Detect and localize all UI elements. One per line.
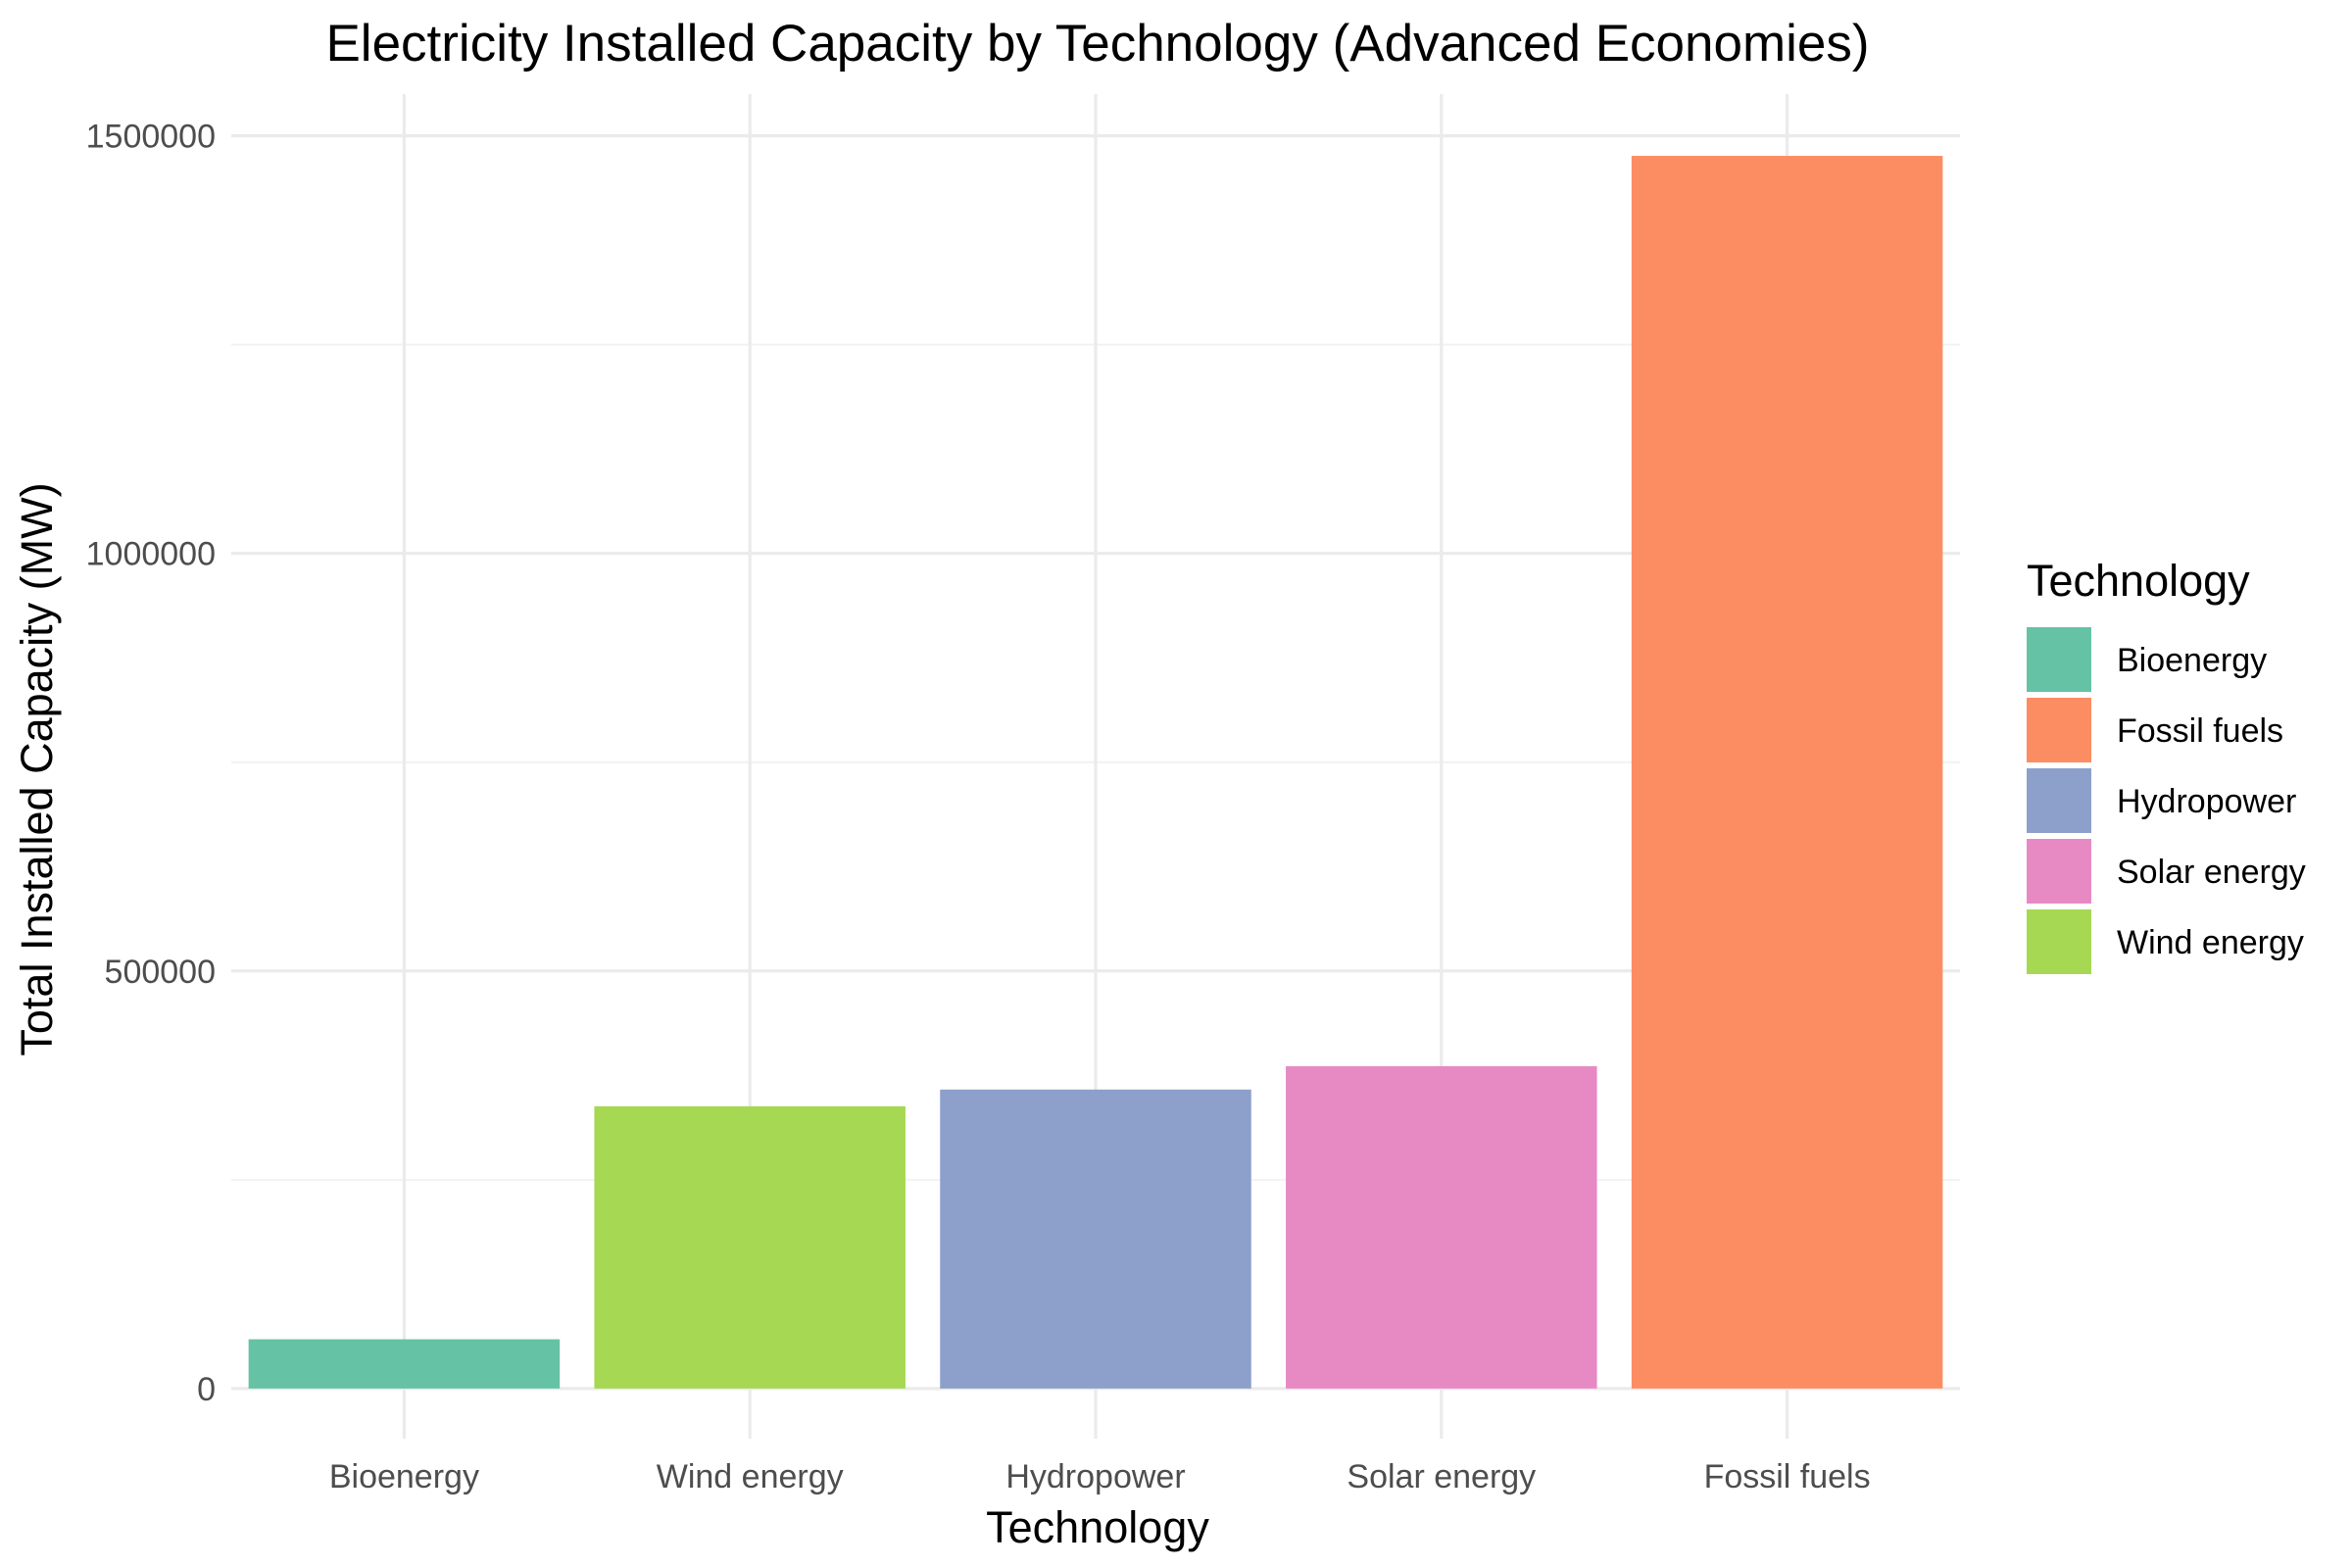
legend-items: Bioenergy Fossil fuels Hydropower Solar ene… [2027, 627, 2306, 974]
chart-title: Electricity Installed Capacity by Techno… [325, 15, 1869, 73]
y-tick-label: 500000 [105, 954, 216, 991]
legend-title: Technology [2027, 556, 2250, 606]
legend-label: Hydropower [2117, 783, 2296, 820]
bar-wind-energy [594, 1105, 906, 1389]
legend-label: Solar energy [2117, 854, 2306, 891]
legend-label: Fossil fuels [2117, 712, 2283, 750]
y-tick-label: 0 [197, 1371, 216, 1408]
bar-bioenergy [248, 1339, 561, 1389]
x-tick-label: Fossil fuels [1704, 1458, 1871, 1495]
x-tick-label: Solar energy [1347, 1458, 1536, 1495]
bar-solar-energy [1286, 1065, 1597, 1389]
y-axis-title: Total Installed Capacity (MW) [12, 482, 62, 1055]
y-tick-label: 1000000 [86, 536, 216, 573]
x-tick-label: Hydropower [1005, 1458, 1185, 1495]
legend-key [2027, 839, 2091, 904]
x-axis-ticks: Bioenergy Wind energy Hydropower Solar ener… [329, 1458, 1871, 1495]
legend-key [2027, 627, 2091, 692]
bar-hydropower [940, 1089, 1251, 1389]
bar-fossil-fuels [1631, 156, 1943, 1389]
x-axis-title: Technology [986, 1502, 1209, 1552]
x-tick-label: Wind energy [657, 1458, 844, 1495]
legend-key [2027, 909, 2091, 974]
legend-label: Bioenergy [2117, 642, 2267, 679]
y-axis-ticks: 0 500000 1000000 1500000 [86, 119, 216, 1408]
x-tick-label: Bioenergy [329, 1458, 479, 1495]
bars [248, 156, 1943, 1389]
legend-label: Wind energy [2117, 924, 2304, 961]
legend-key [2027, 698, 2091, 762]
legend: Technology Bioenergy Fossil fuels Hydropow… [2027, 556, 2306, 974]
y-tick-label: 1500000 [86, 119, 216, 156]
legend-key [2027, 768, 2091, 833]
